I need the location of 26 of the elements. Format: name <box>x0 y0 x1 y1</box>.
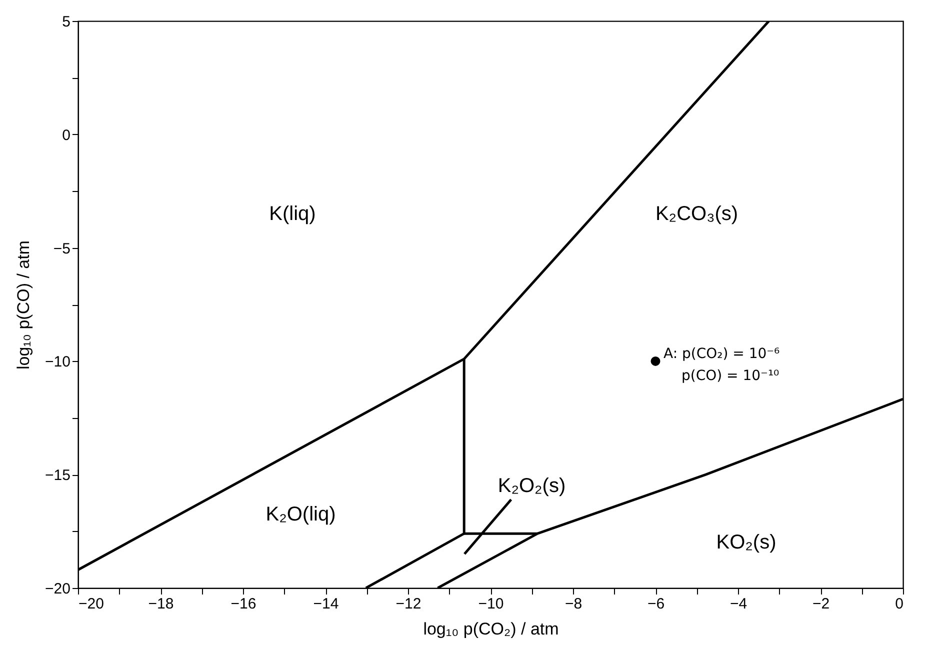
x-tick-label: −12 <box>396 596 422 612</box>
annotation: KO₂(s) <box>716 532 776 554</box>
x-tick-label: −10 <box>478 596 504 612</box>
y-tick-label: 5 <box>62 14 70 30</box>
annotation: K(liq) <box>269 202 316 225</box>
x-tick-label: −20 <box>78 596 104 612</box>
x-tick-label: 0 <box>895 596 904 612</box>
x-tick-label: −14 <box>313 596 339 612</box>
annotation: K₂O₂(s) <box>498 474 566 497</box>
y-tick-label: 0 <box>62 126 70 144</box>
annotation: K₂O(liq) <box>266 503 336 526</box>
y-tick-label: −20 <box>45 580 70 598</box>
x-tick-label: −16 <box>230 596 256 612</box>
x-tick-label: −8 <box>564 596 582 612</box>
x-tick-label: −4 <box>730 596 748 612</box>
y-tick-label: −5 <box>53 240 70 258</box>
annotation: p(CO) = 10⁻¹⁰ <box>682 368 780 384</box>
y-tick-label: −15 <box>45 467 70 484</box>
annotation: K₂CO₃(s) <box>655 202 738 225</box>
x-axis-title: log₁₀ p(CO₂) / atm <box>423 620 559 638</box>
x-tick-label: −2 <box>812 596 830 612</box>
annotation: A: p(CO₂) = 10⁻⁶ <box>664 346 780 362</box>
y-tick-label: −10 <box>45 354 70 371</box>
x-tick-label: −6 <box>647 596 665 612</box>
y-axis-title: log₁₀ p(CO) / atm <box>14 240 34 370</box>
x-tick-label: −18 <box>148 596 174 612</box>
